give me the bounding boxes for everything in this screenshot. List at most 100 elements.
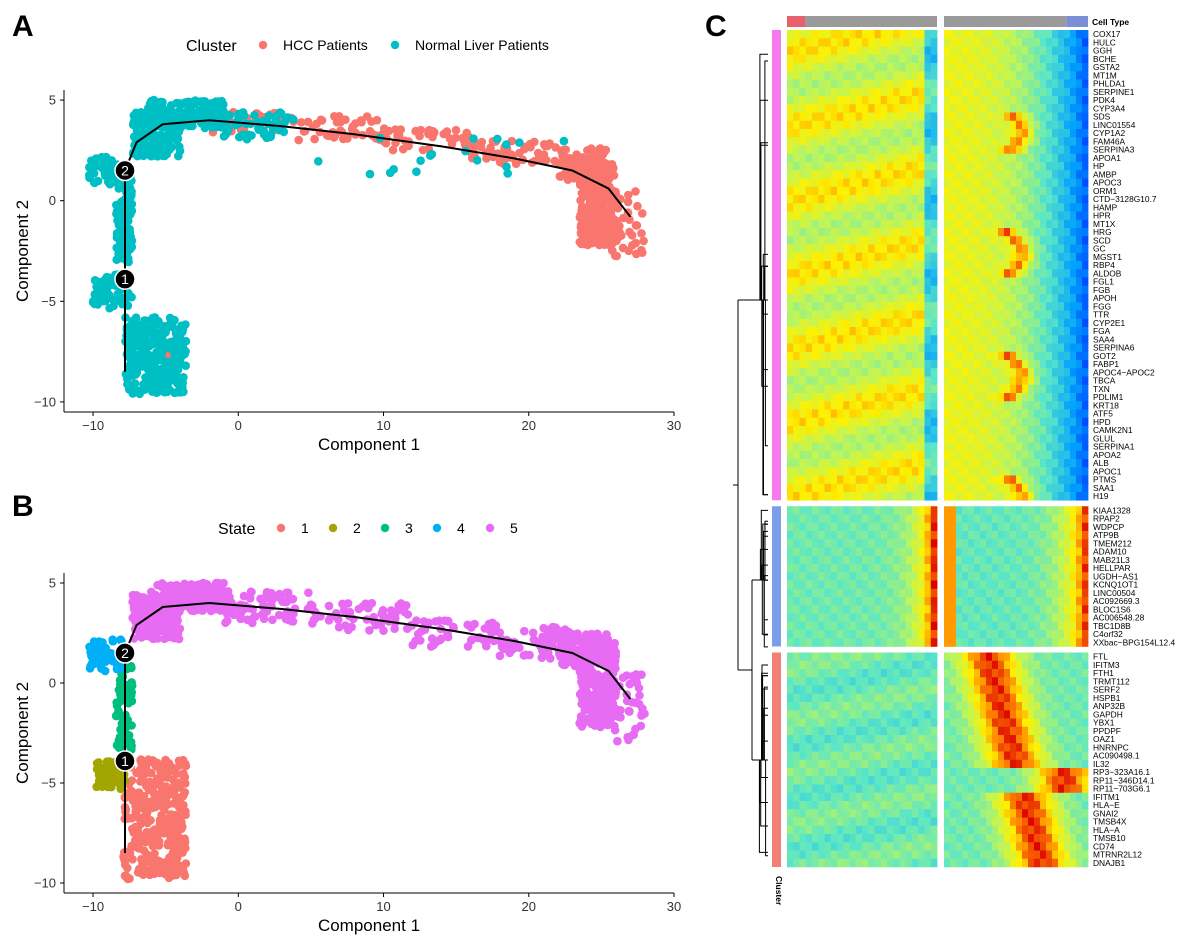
heatmap-row bbox=[787, 71, 1088, 80]
heatmap-cell bbox=[868, 88, 875, 97]
heatmap-cell bbox=[968, 55, 974, 64]
heatmap-cell bbox=[986, 129, 992, 138]
heatmap-cell bbox=[1004, 80, 1010, 89]
heatmap-cell bbox=[1004, 170, 1010, 179]
heatmap-cell bbox=[825, 71, 832, 80]
heatmap-cell bbox=[1004, 212, 1010, 221]
heatmap-cell bbox=[818, 63, 825, 72]
heatmap-cell bbox=[1070, 278, 1076, 287]
heatmap-cell bbox=[900, 319, 907, 328]
heatmap-cell bbox=[956, 302, 962, 311]
heatmap-cell bbox=[1076, 30, 1082, 39]
heatmap-cell bbox=[998, 137, 1004, 146]
heatmap-cell bbox=[980, 269, 986, 278]
heatmap-cell bbox=[868, 170, 875, 179]
cell-point bbox=[102, 153, 111, 162]
heatmap-cell bbox=[800, 113, 807, 122]
heatmap-cell bbox=[998, 294, 1004, 303]
heatmap-cell bbox=[1052, 261, 1058, 270]
heatmap-cell bbox=[974, 113, 980, 122]
heatmap-cell bbox=[1082, 63, 1088, 72]
heatmap-cell bbox=[986, 212, 992, 221]
heatmap-cell bbox=[931, 71, 938, 80]
heatmap-cell bbox=[1022, 80, 1028, 89]
heatmap-cell bbox=[980, 294, 986, 303]
heatmap-row bbox=[787, 203, 1088, 212]
heatmap-cell bbox=[1034, 137, 1040, 146]
heatmap-cell bbox=[1058, 319, 1064, 328]
heatmap-cell bbox=[831, 179, 838, 188]
heatmap-cell bbox=[986, 245, 992, 254]
heatmap-cell bbox=[925, 170, 932, 179]
heatmap-cell bbox=[980, 319, 986, 328]
heatmap-cell bbox=[968, 179, 974, 188]
heatmap-cell bbox=[1064, 30, 1070, 39]
cell-point bbox=[170, 389, 179, 398]
heatmap-cell bbox=[1040, 71, 1046, 80]
celltype-segment bbox=[944, 16, 1066, 27]
heatmap-cell bbox=[925, 220, 932, 229]
heatmap-cell bbox=[850, 30, 857, 39]
heatmap-cell bbox=[831, 212, 838, 221]
heatmap-cell bbox=[956, 269, 962, 278]
heatmap-cell bbox=[818, 228, 825, 237]
heatmap-cell bbox=[1076, 38, 1082, 47]
heatmap-cell bbox=[843, 344, 850, 353]
heatmap-cell bbox=[1046, 38, 1052, 47]
heatmap-cell bbox=[818, 212, 825, 221]
heatmap-cell bbox=[875, 154, 882, 163]
cell-point bbox=[502, 140, 511, 149]
heatmap-cell bbox=[968, 129, 974, 138]
heatmap-cell bbox=[998, 253, 1004, 262]
heatmap-cell bbox=[1052, 302, 1058, 311]
heatmap-cell bbox=[992, 55, 998, 64]
heatmap-cell bbox=[875, 121, 882, 130]
heatmap-cell bbox=[800, 203, 807, 212]
heatmap-cell bbox=[918, 220, 925, 229]
heatmap-cell bbox=[931, 278, 938, 287]
heatmap-cell bbox=[944, 137, 950, 146]
y-tick-label: 5 bbox=[49, 576, 56, 591]
cell-point bbox=[146, 103, 155, 112]
heatmap-cell bbox=[900, 162, 907, 171]
heatmap-cell bbox=[818, 30, 825, 39]
heatmap-cell bbox=[906, 278, 913, 287]
heatmap-cell bbox=[1046, 146, 1052, 155]
heatmap-cell bbox=[850, 261, 857, 270]
cell-point bbox=[409, 641, 418, 650]
heatmap-cell bbox=[856, 319, 863, 328]
heatmap-cell bbox=[793, 71, 800, 80]
cell-point bbox=[130, 363, 139, 372]
heatmap-cell bbox=[900, 220, 907, 229]
heatmap-row bbox=[787, 245, 1088, 254]
heatmap-cell bbox=[1040, 170, 1046, 179]
heatmap-cell bbox=[998, 113, 1004, 122]
heatmap-cell bbox=[806, 195, 813, 204]
heatmap-row bbox=[787, 319, 1088, 328]
heatmap-cell bbox=[850, 121, 857, 130]
legend-label-normal: Normal Liver Patients bbox=[415, 37, 549, 53]
cell-point bbox=[167, 764, 176, 773]
heatmap-cell bbox=[868, 253, 875, 262]
heatmap-cell bbox=[862, 302, 869, 311]
heatmap-cell bbox=[956, 352, 962, 361]
cell-point bbox=[607, 662, 616, 671]
cell-point bbox=[142, 769, 151, 778]
heatmap-cell bbox=[1082, 113, 1088, 122]
heatmap-cell bbox=[950, 96, 956, 105]
heatmap-cell bbox=[881, 179, 888, 188]
heatmap-cell bbox=[1082, 88, 1088, 97]
cell-point bbox=[145, 758, 154, 767]
heatmap-cell bbox=[900, 30, 907, 39]
heatmap-cell bbox=[925, 212, 932, 221]
heatmap-cell bbox=[962, 162, 968, 171]
heatmap-cell bbox=[980, 220, 986, 229]
heatmap-cell bbox=[843, 88, 850, 97]
heatmap-cell bbox=[837, 162, 844, 171]
heatmap-cell bbox=[1034, 203, 1040, 212]
heatmap-cell bbox=[906, 38, 913, 47]
heatmap-cell bbox=[1004, 162, 1010, 171]
heatmap-cell bbox=[806, 80, 813, 89]
heatmap-cell bbox=[1070, 129, 1076, 138]
heatmap-row bbox=[787, 96, 1088, 105]
